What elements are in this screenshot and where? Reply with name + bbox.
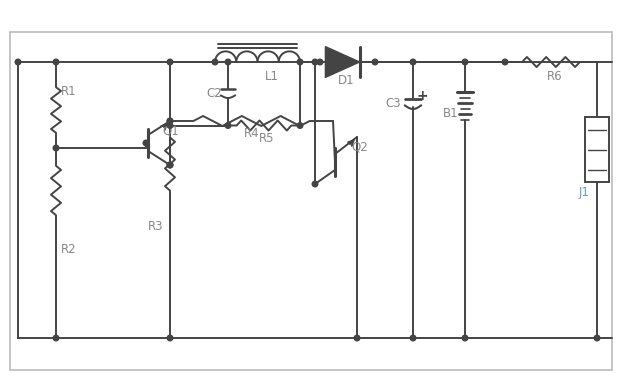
Text: R2: R2 (61, 243, 77, 256)
Circle shape (167, 118, 173, 124)
Circle shape (410, 335, 416, 341)
Circle shape (167, 162, 173, 168)
Text: J1: J1 (579, 186, 590, 199)
Circle shape (143, 140, 149, 146)
Text: D1: D1 (338, 74, 354, 87)
Circle shape (212, 59, 218, 65)
Text: L1: L1 (265, 70, 279, 83)
Text: +: + (416, 90, 428, 103)
Circle shape (297, 123, 303, 128)
Circle shape (462, 335, 468, 341)
Text: C3: C3 (385, 97, 401, 110)
Circle shape (312, 59, 318, 65)
Bar (585, 117, 609, 182)
Circle shape (225, 123, 231, 128)
Bar (10, 32, 612, 370)
Circle shape (594, 335, 600, 341)
Circle shape (462, 59, 468, 65)
Circle shape (410, 59, 416, 65)
Circle shape (53, 145, 59, 151)
Circle shape (167, 162, 173, 168)
Text: B1: B1 (443, 107, 459, 120)
Circle shape (53, 335, 59, 341)
Circle shape (167, 335, 173, 341)
Circle shape (312, 181, 318, 187)
Circle shape (317, 59, 323, 65)
Circle shape (502, 59, 508, 65)
Circle shape (53, 59, 59, 65)
Circle shape (167, 59, 173, 65)
Text: C2: C2 (206, 87, 222, 100)
Text: R4: R4 (244, 127, 259, 140)
Text: Q2: Q2 (351, 140, 368, 153)
Text: R6: R6 (547, 70, 563, 83)
Circle shape (297, 59, 303, 65)
Text: R3: R3 (148, 220, 164, 233)
Polygon shape (326, 47, 360, 78)
Text: Q1: Q1 (162, 125, 179, 138)
Text: R5: R5 (259, 131, 275, 144)
Circle shape (167, 123, 173, 128)
Circle shape (167, 118, 173, 124)
Circle shape (354, 335, 360, 341)
Circle shape (225, 59, 231, 65)
Circle shape (372, 59, 378, 65)
Circle shape (15, 59, 21, 65)
Text: R1: R1 (61, 85, 77, 98)
